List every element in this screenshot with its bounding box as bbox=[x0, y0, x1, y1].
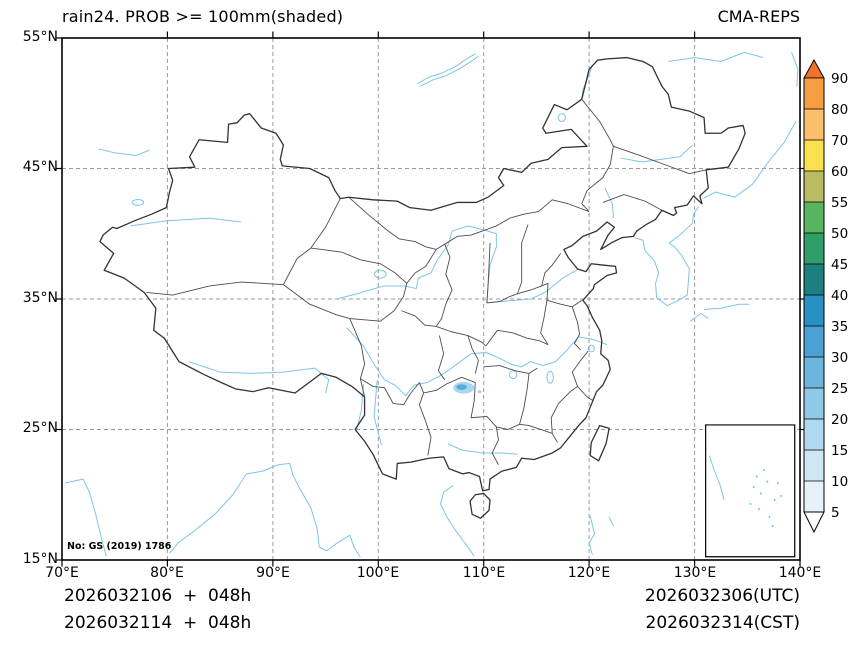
colorbar-tick-label: 20 bbox=[831, 412, 848, 428]
colorbar-segment bbox=[804, 202, 824, 233]
y-tick-label: 55°N bbox=[22, 29, 58, 45]
map-frame-ticks bbox=[55, 31, 807, 567]
colorbar-segment bbox=[804, 140, 824, 171]
colorbar-segment bbox=[804, 78, 824, 109]
x-tick-label: 70°E bbox=[45, 565, 79, 581]
colorbar-tick-label: 15 bbox=[831, 443, 848, 459]
colorbar-tick-label: 80 bbox=[831, 102, 848, 118]
init-time-utc: 2026032106 + 048h bbox=[64, 586, 252, 606]
colorbar-segment bbox=[804, 326, 824, 357]
colorbar-segment bbox=[804, 233, 824, 264]
colorbar-svg: 90 80 70 60 55 50 45 40 35 30 25 20 15 10 5 bbox=[803, 58, 848, 534]
colorbar-tick-label: 45 bbox=[831, 257, 848, 273]
colorbar-segment bbox=[804, 171, 824, 202]
colorbar-tick-label: 55 bbox=[831, 195, 848, 211]
colorbar-tick-label: 50 bbox=[831, 226, 848, 242]
colorbar-segment bbox=[804, 419, 824, 450]
x-tick-label: 80°E bbox=[150, 565, 184, 581]
south-china-sea-inset bbox=[706, 425, 795, 557]
china-border bbox=[100, 58, 745, 519]
colorbar-segment bbox=[804, 295, 824, 326]
colorbar-over-arrow bbox=[803, 58, 825, 79]
y-tick-label: 35°N bbox=[22, 290, 58, 306]
foreign-coastlines-rivers bbox=[65, 52, 798, 557]
x-tick-label: 140°E bbox=[778, 565, 822, 581]
colorbar-segment bbox=[804, 388, 824, 419]
init-time-cst: 2026032114 + 048h bbox=[64, 613, 252, 633]
colorbar-segment bbox=[804, 481, 824, 512]
colorbar-tick-label: 40 bbox=[831, 288, 848, 304]
valid-time-utc: 2026032306(UTC) bbox=[644, 586, 800, 606]
y-tick-label: 45°N bbox=[22, 159, 58, 175]
x-tick-label: 90°E bbox=[256, 565, 290, 581]
grid-lines bbox=[62, 38, 800, 560]
colorbar: 90 80 70 60 55 50 45 40 35 30 25 20 15 10 5 bbox=[800, 58, 860, 548]
colorbar-tick-label: 10 bbox=[831, 474, 848, 490]
colorbar-tick-label: 70 bbox=[831, 133, 848, 149]
colorbar-segment bbox=[804, 109, 824, 140]
colorbar-tick-label: 5 bbox=[831, 505, 840, 521]
colorbar-segment bbox=[804, 450, 824, 481]
map-license-note: No: GS (2019) 1786 bbox=[67, 541, 172, 552]
x-tick-label: 130°E bbox=[673, 565, 717, 581]
chart-title: rain24. PROB >= 100mm(shaded) bbox=[62, 7, 344, 26]
colorbar-tick-label: 90 bbox=[831, 71, 848, 87]
colorbar-tick-label: 25 bbox=[831, 381, 848, 397]
valid-time-cst: 2026032314(CST) bbox=[645, 613, 800, 633]
geo-layer bbox=[65, 52, 798, 557]
colorbar-tick-label: 35 bbox=[831, 319, 848, 335]
colorbar-tick-label: 60 bbox=[831, 164, 848, 180]
colorbar-segment bbox=[804, 264, 824, 295]
province-borders bbox=[146, 99, 706, 464]
colorbar-tick-label: 30 bbox=[831, 350, 848, 366]
model-name: CMA-REPS bbox=[717, 7, 800, 26]
colorbar-under-arrow bbox=[803, 511, 825, 534]
x-tick-label: 100°E bbox=[356, 565, 400, 581]
y-tick-label: 25°N bbox=[22, 420, 58, 436]
y-tick-label: 15°N bbox=[22, 551, 58, 567]
x-tick-label: 110°E bbox=[462, 565, 506, 581]
colorbar-segment bbox=[804, 357, 824, 388]
x-tick-label: 120°E bbox=[567, 565, 611, 581]
rain-probability-shading bbox=[453, 381, 482, 394]
